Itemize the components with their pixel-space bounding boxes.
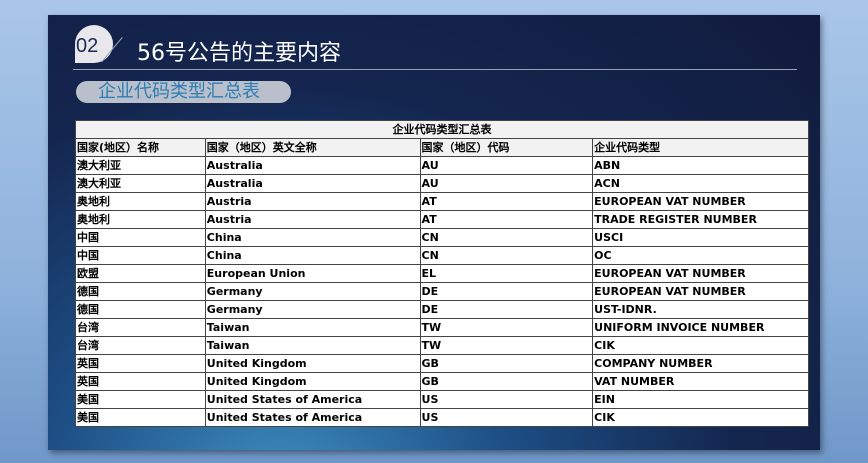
table-cell: VAT NUMBER [592,372,809,391]
table-cell: 欧盟 [75,264,206,283]
table-row: 中国 China CN USCI [75,228,809,247]
table-cell: Taiwan [204,318,421,337]
table-cell: US [419,390,594,409]
table-cell: United States of America [204,390,421,409]
table-cell: Australia [204,156,421,175]
table-cell: ACN [592,174,809,193]
table-cell: United Kingdom [204,372,421,391]
table-cell: Australia [204,174,421,193]
table-cell: EUROPEAN VAT NUMBER [592,192,809,211]
table-cell: UST-IDNR. [592,300,809,319]
table-row: 美国 United States of America US CIK [75,408,809,427]
table-row: 美国 United States of America US EIN [75,390,809,409]
table-cell: COMPANY NUMBER [592,354,809,373]
table-cell: 奥地利 [75,210,206,229]
table-row: 澳大利亚 Australia AU ABN [75,156,809,175]
table-cell: OC [592,246,809,265]
table-cell: USCI [592,228,809,247]
table-cell: China [204,228,421,247]
table-cell: Austria [204,192,421,211]
header-cell: 国家（地区）英文全称 [204,138,421,157]
table-cell: EL [419,264,594,283]
table-cell: CIK [592,336,809,355]
table-cell: China [204,246,421,265]
table-cell: Taiwan [204,336,421,355]
table-cell: CN [419,246,594,265]
table-row: 欧盟 European Union EL EUROPEAN VAT NUMBER [75,264,809,283]
table-cell: 台湾 [75,336,206,355]
table-row: 中国 China CN OC [75,246,809,265]
table-cell: TRADE REGISTER NUMBER [592,210,809,229]
table-cell: DE [419,282,594,301]
section-number: 02 [76,35,99,57]
table-cell: AU [419,156,594,175]
table-row: 奥地利 Austria AT EUROPEAN VAT NUMBER [75,192,809,211]
table-cell: DE [419,300,594,319]
table-cell: ABN [592,156,809,175]
table-row: 英国 United Kingdom GB COMPANY NUMBER [75,354,809,373]
table-cell: EUROPEAN VAT NUMBER [592,282,809,301]
table-cell: Germany [204,300,421,319]
subtitle-pill: 企业代码类型汇总表 [76,81,291,103]
table-cell: Germany [204,282,421,301]
table-cell: AT [419,192,594,211]
table-cell: 英国 [75,354,206,373]
table-cell: 澳大利亚 [75,174,206,193]
table-cell: 美国 [75,390,206,409]
table-cell: 台湾 [75,318,206,337]
table-cell: TW [419,318,594,337]
table-cell: US [419,408,594,427]
table-cell: TW [419,336,594,355]
table-row: 台湾 Taiwan TW UNIFORM INVOICE NUMBER [75,318,809,337]
table-row: 德国 Germany DE EUROPEAN VAT NUMBER [75,282,809,301]
table-cell: 英国 [75,372,206,391]
table-cell: United Kingdom [204,354,421,373]
title-rule [73,69,797,70]
summary-table: 企业代码类型汇总表 国家(地区）名称 国家（地区）英文全称 国家（地区）代码 企… [75,120,809,427]
table-cell: United States of America [204,408,421,427]
table-cell: CN [419,228,594,247]
header-cell: 企业代码类型 [592,138,809,157]
table-cell: 德国 [75,282,206,301]
header-cell: 国家（地区）代码 [419,138,594,157]
table-cell: EUROPEAN VAT NUMBER [592,264,809,283]
table-cell: 奥地利 [75,192,206,211]
table-cell: European Union [204,264,421,283]
table-row: 奥地利 Austria AT TRADE REGISTER NUMBER [75,210,809,229]
table-cell: 中国 [75,228,206,247]
table-row: 英国 United Kingdom GB VAT NUMBER [75,372,809,391]
slide-title: 56号公告的主要内容 [137,41,341,66]
table-cell: 澳大利亚 [75,156,206,175]
table-cell: 德国 [75,300,206,319]
table-cell: 美国 [75,408,206,427]
table-cell: AT [419,210,594,229]
table-header-row: 国家(地区）名称 国家（地区）英文全称 国家（地区）代码 企业代码类型 [75,138,809,157]
table-cell: UNIFORM INVOICE NUMBER [592,318,809,337]
table-cell: CIK [592,408,809,427]
header-cell: 国家(地区）名称 [75,138,206,157]
table-cell: Austria [204,210,421,229]
table-caption: 企业代码类型汇总表 [75,120,809,139]
table-cell: GB [419,354,594,373]
table-row: 台湾 Taiwan TW CIK [75,336,809,355]
table-row: 澳大利亚 Australia AU ACN [75,174,809,193]
table-cell: 中国 [75,246,206,265]
table-cell: AU [419,174,594,193]
table-cell: GB [419,372,594,391]
table-row: 德国 Germany DE UST-IDNR. [75,300,809,319]
table-cell: EIN [592,390,809,409]
slide: 02 56号公告的主要内容 企业代码类型汇总表 企业代码类型汇总表 国家(地区）… [48,15,820,450]
